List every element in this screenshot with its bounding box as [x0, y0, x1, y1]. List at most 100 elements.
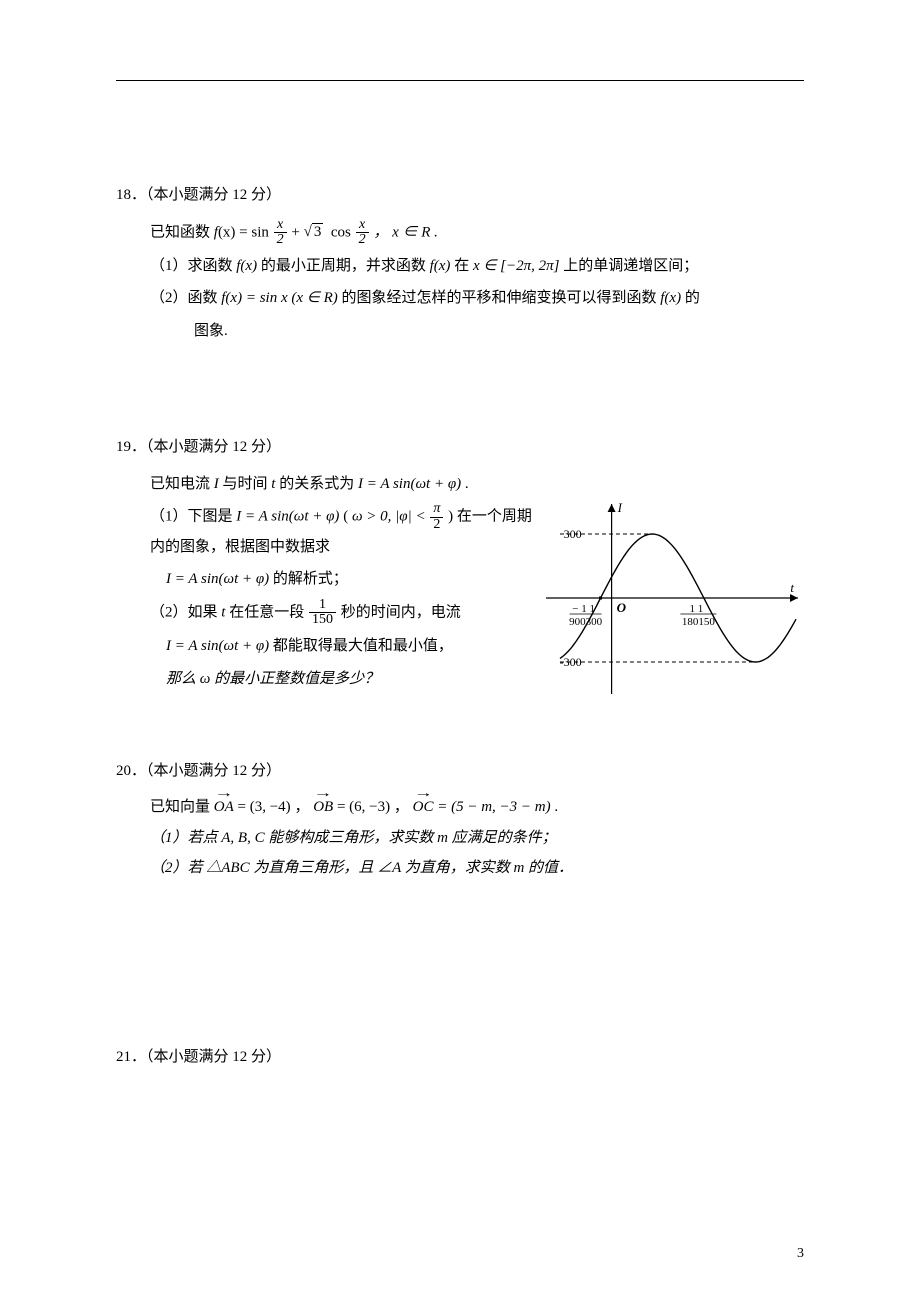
q19-p2-line2: I = A sin(ωt + φ) 都能取得最大值和最小值， — [150, 632, 536, 661]
q18-p2-fx: f(x) = sin x (x ∈ R) — [221, 290, 337, 306]
q20-number: 20． — [116, 763, 146, 779]
q18-frac-x2-1-den: 2 — [274, 233, 287, 248]
q19-p2-line2-mid: 都能取得最大值和最小值， — [273, 638, 453, 654]
q19-p1-line1: （1）下图是 I = A sin(ωt + φ) ( ω > 0, |φ| < … — [150, 502, 536, 561]
q19-1-150: 1150 — [309, 598, 336, 628]
spacer-18-19 — [116, 393, 804, 433]
q20-header-suffix: （本小题满分 12 分） — [146, 763, 281, 779]
q18-number: 18． — [116, 187, 146, 203]
q18-xr: ， x ∈ R . — [373, 224, 438, 240]
q19-p2-line1: （2）如果 t 在任意一段 1150 秒的时间内，电流 — [150, 598, 536, 628]
q18-frac-x2-2: x2 — [356, 218, 369, 248]
q18-cos-lbl: cos — [331, 224, 351, 240]
svg-text:900300: 900300 — [569, 616, 603, 628]
q20-part1: （1）若点 A, B, C 能够构成三角形，求实数 m 应满足的条件； — [116, 824, 804, 853]
q19-cond-open: ( — [343, 509, 348, 525]
q18-frac-x2-1: x2 — [274, 218, 287, 248]
q19-p2-eq: I = A sin(ωt + φ) — [166, 638, 269, 654]
q20-OA-val: = (3, −4) — [238, 799, 291, 815]
q19-number: 19． — [116, 439, 146, 455]
q19-p1-line2: I = A sin(ωt + φ) 的解析式； — [150, 565, 536, 594]
q19-period: . — [465, 476, 469, 492]
q18-part2: （2）函数 f(x) = sin x (x ∈ R) 的图象经过怎样的平移和伸缩… — [116, 284, 804, 345]
q21-header-suffix: （本小题满分 12 分） — [146, 1049, 281, 1065]
q19-p1-eq2: I = A sin(ωt + φ) — [166, 571, 269, 587]
problem-18: 18．（本小题满分 12 分） 已知函数 f(x) = sin x2 + √3 … — [116, 181, 804, 345]
q19-wgt0: ω > 0, — [352, 509, 395, 525]
q19-p2-line3: 那么 ω 的最小正整数值是多少？ — [150, 665, 536, 694]
q19-part2: （2）如果 t 在任意一段 1150 秒的时间内，电流 I = A sin(ωt… — [116, 598, 536, 693]
q19-stem: 已知电流 I 与时间 t 的关系式为 I = A sin(ωt + φ) . — [116, 470, 804, 499]
q18-sqrt3: √3 — [304, 218, 324, 247]
q18-frac-x2-1-num: x — [274, 218, 287, 234]
q18-p2-line2: 图象. — [194, 323, 228, 339]
svg-text:180150: 180150 — [682, 616, 716, 628]
page-number: 3 — [797, 1246, 804, 1262]
q19-p2-line3: 那么 ω 的最小正整数值是多少？ — [166, 671, 379, 687]
q19-p2-t: t — [221, 604, 225, 620]
q19-pi2: π2 — [430, 502, 443, 532]
q18-p1-fx2: f(x) — [430, 258, 451, 274]
q19-stem-pre: 已知电流 — [150, 476, 214, 492]
q18-header-suffix: （本小题满分 12 分） — [146, 187, 281, 203]
q18-p1-mid: 的最小正周期，并求函数 — [261, 258, 430, 274]
q18-part2-line2: 图象. — [150, 317, 804, 346]
q20-p1: （1）若点 A, B, C 能够构成三角形，求实数 m 应满足的条件； — [150, 824, 804, 853]
q19-p1-line2-suf: 的解析式； — [273, 571, 348, 587]
q18-frac-x2-2-num: x — [356, 218, 369, 234]
q18-part1-line: （1）求函数 f(x) 的最小正周期，并求函数 f(x) 在 x ∈ [−2π,… — [150, 252, 804, 281]
q19-part1: （1）下图是 I = A sin(ωt + φ) ( ω > 0, |φ| < … — [116, 502, 536, 593]
q18-stem: 已知函数 f(x) = sin x2 + √3 cos x2 ， x ∈ R . — [116, 218, 804, 248]
q19-I: I — [214, 476, 219, 492]
q20-part2: （2）若 △ABC 为直角三角形，且 ∠A 为直角，求实数 m 的值． — [116, 854, 804, 883]
q20-stem: 已知向量 OA = (3, −4) ， OB = (6, −3) ， OC = … — [116, 793, 804, 822]
q19-header-suffix: （本小题满分 12 分） — [146, 439, 281, 455]
problem-21: 21．（本小题满分 12 分） — [116, 1043, 804, 1072]
q20-p2: （2）若 △ABC 为直角三角形，且 ∠A 为直角，求实数 m 的值． — [150, 854, 804, 883]
svg-text:t: t — [790, 580, 794, 595]
q19-pi2-den: 2 — [430, 518, 443, 533]
q18-p2-mid: 的图象经过怎样的平移和伸缩变换可以得到函数 — [342, 290, 661, 306]
svg-text:− 1 1: − 1 1 — [572, 603, 595, 615]
q19-1-150-num: 1 — [309, 598, 336, 614]
q19-absphi: |φ| < — [395, 509, 429, 525]
q18-p2-suf: 的 — [685, 290, 700, 306]
spacer-20-21 — [116, 963, 804, 1043]
q19-eq: I = A sin(ωt + φ) — [358, 476, 461, 492]
q19-pi2-num: π — [430, 502, 443, 518]
q19-p1-eq: I = A sin(ωt + φ) — [236, 509, 339, 525]
q20-OC-val: = (5 − m, −3 − m) — [437, 799, 550, 815]
q18-sin: sin — [251, 224, 269, 240]
q19-p2-pre: （2）如果 — [150, 604, 221, 620]
q18-fx-paren: (x) = — [218, 224, 251, 240]
svg-text:1 1: 1 1 — [690, 603, 704, 615]
q19-1-150-den: 150 — [309, 613, 336, 628]
q19-text: （1）下图是 I = A sin(ωt + φ) ( ω > 0, |φ| < … — [116, 498, 536, 697]
q19-rel: 的关系式为 — [279, 476, 358, 492]
problem-20: 20．（本小题满分 12 分） 已知向量 OA = (3, −4) ， OB =… — [116, 757, 804, 883]
q18-p2-pre: （2）函数 — [150, 290, 221, 306]
problem-19-header: 19．（本小题满分 12 分） — [116, 433, 804, 462]
q20-p1-text: （1）若点 A, B, C 能够构成三角形，求实数 m 应满足的条件； — [150, 830, 557, 846]
svg-text:300: 300 — [564, 527, 582, 541]
q18-frac-x2-2-den: 2 — [356, 233, 369, 248]
q19-p2-mid1: 在任意一段 — [229, 604, 308, 620]
q19-body: （1）下图是 I = A sin(ωt + φ) ( ω > 0, |φ| < … — [116, 498, 804, 709]
problem-19: 19．（本小题满分 12 分） 已知电流 I 与时间 t 的关系式为 I = A… — [116, 433, 804, 709]
top-rule — [116, 80, 804, 81]
q18-p2-fx2: f(x) — [660, 290, 681, 306]
svg-text:-300: -300 — [560, 655, 582, 669]
q20-p2-text: （2）若 △ABC 为直角三角形，且 ∠A 为直角，求实数 m 的值． — [150, 860, 573, 876]
q19-graph: It O 300 -300 − 1 1900300 1 1180150 — [544, 498, 804, 698]
page: 18．（本小题满分 12 分） 已知函数 f(x) = sin x2 + √3 … — [0, 0, 920, 1302]
svg-text:I: I — [617, 500, 623, 515]
q19-p1-pre: （1）下图是 — [150, 509, 236, 525]
q18-p1-in: 在 — [454, 258, 473, 274]
q18-p1-suf: 上的单调递增区间； — [563, 258, 698, 274]
q19-cond-close: ) — [448, 509, 453, 525]
q20-OB-val: = (6, −3) — [337, 799, 390, 815]
svg-text:O: O — [617, 600, 627, 615]
q18-p1-fx1: f(x) — [236, 258, 257, 274]
q19-with-t: 与时间 — [223, 476, 272, 492]
q19-p2-mid2: 秒的时间内，电流 — [341, 604, 461, 620]
